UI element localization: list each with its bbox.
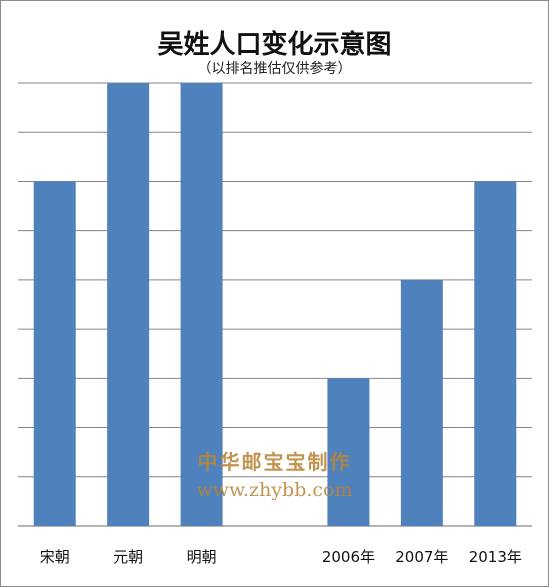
x-tick-label: 2006年 (322, 548, 375, 566)
bar (33, 181, 76, 526)
chart-title: 吴姓人口变化示意图 (157, 30, 392, 60)
x-tick-label: 2007年 (395, 548, 448, 566)
bar (400, 279, 443, 526)
x-tick-label: 元朝 (113, 548, 143, 566)
x-tick-label: 明朝 (187, 548, 217, 566)
bar (107, 83, 150, 526)
watermark-url: www.zhybb.com (196, 479, 353, 501)
bar (327, 378, 370, 526)
bar (474, 181, 517, 526)
watermark-text: 中华邮宝宝制作 (197, 450, 352, 474)
bar (180, 83, 223, 526)
chart-subtitle: （以排名推估仅供参考） (197, 61, 352, 77)
x-tick-label: 2013年 (469, 548, 522, 566)
x-tick-label: 宋朝 (40, 548, 70, 566)
